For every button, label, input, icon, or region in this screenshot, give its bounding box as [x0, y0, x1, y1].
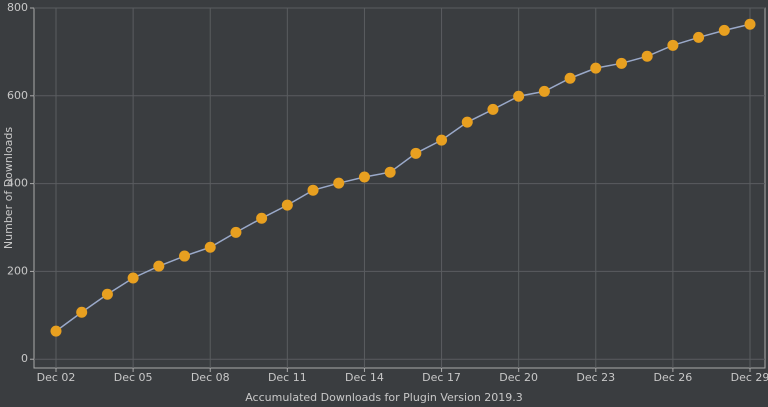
marker	[718, 24, 730, 36]
marker	[256, 212, 268, 224]
marker	[358, 171, 370, 183]
x-tick-label: Dec 14	[345, 371, 384, 384]
marker	[204, 241, 216, 253]
x-tick-label: Dec 23	[576, 371, 615, 384]
marker	[667, 39, 679, 51]
marker	[513, 90, 525, 102]
y-tick-label: 400	[7, 177, 28, 190]
y-tick-label: 200	[7, 264, 28, 277]
marker	[461, 116, 473, 128]
marker	[436, 134, 448, 146]
marker	[281, 199, 293, 211]
marker	[179, 250, 191, 262]
x-tick-label: Dec 11	[268, 371, 307, 384]
y-tick-label: 800	[7, 1, 28, 14]
marker	[50, 325, 62, 337]
marker	[230, 226, 242, 238]
x-tick-label: Dec 29	[731, 371, 768, 384]
x-tick-label: Dec 02	[37, 371, 76, 384]
marker	[641, 50, 653, 62]
marker	[693, 31, 705, 43]
marker	[615, 57, 627, 69]
marker	[307, 184, 319, 196]
y-axis-title: Number of Downloads	[2, 127, 15, 249]
marker	[487, 103, 499, 115]
marker	[744, 18, 756, 30]
marker	[333, 177, 345, 189]
plot-area	[33, 7, 766, 369]
marker	[127, 272, 139, 284]
line	[55, 23, 751, 332]
x-tick-label: Dec 05	[114, 371, 153, 384]
marker	[538, 85, 550, 97]
marker	[384, 166, 396, 178]
y-tick-label: 0	[21, 352, 28, 365]
x-axis-title: Accumulated Downloads for Plugin Version…	[245, 391, 523, 404]
marker	[76, 306, 88, 318]
marker	[410, 147, 422, 159]
x-tick-label: Dec 20	[499, 371, 538, 384]
marker	[564, 72, 576, 84]
x-tick-label: Dec 17	[422, 371, 461, 384]
marker	[153, 260, 165, 272]
y-tick-label: 600	[7, 89, 28, 102]
x-tick-label: Dec 26	[653, 371, 692, 384]
marker	[101, 288, 113, 300]
x-tick-label: Dec 08	[191, 371, 230, 384]
marker	[590, 62, 602, 74]
